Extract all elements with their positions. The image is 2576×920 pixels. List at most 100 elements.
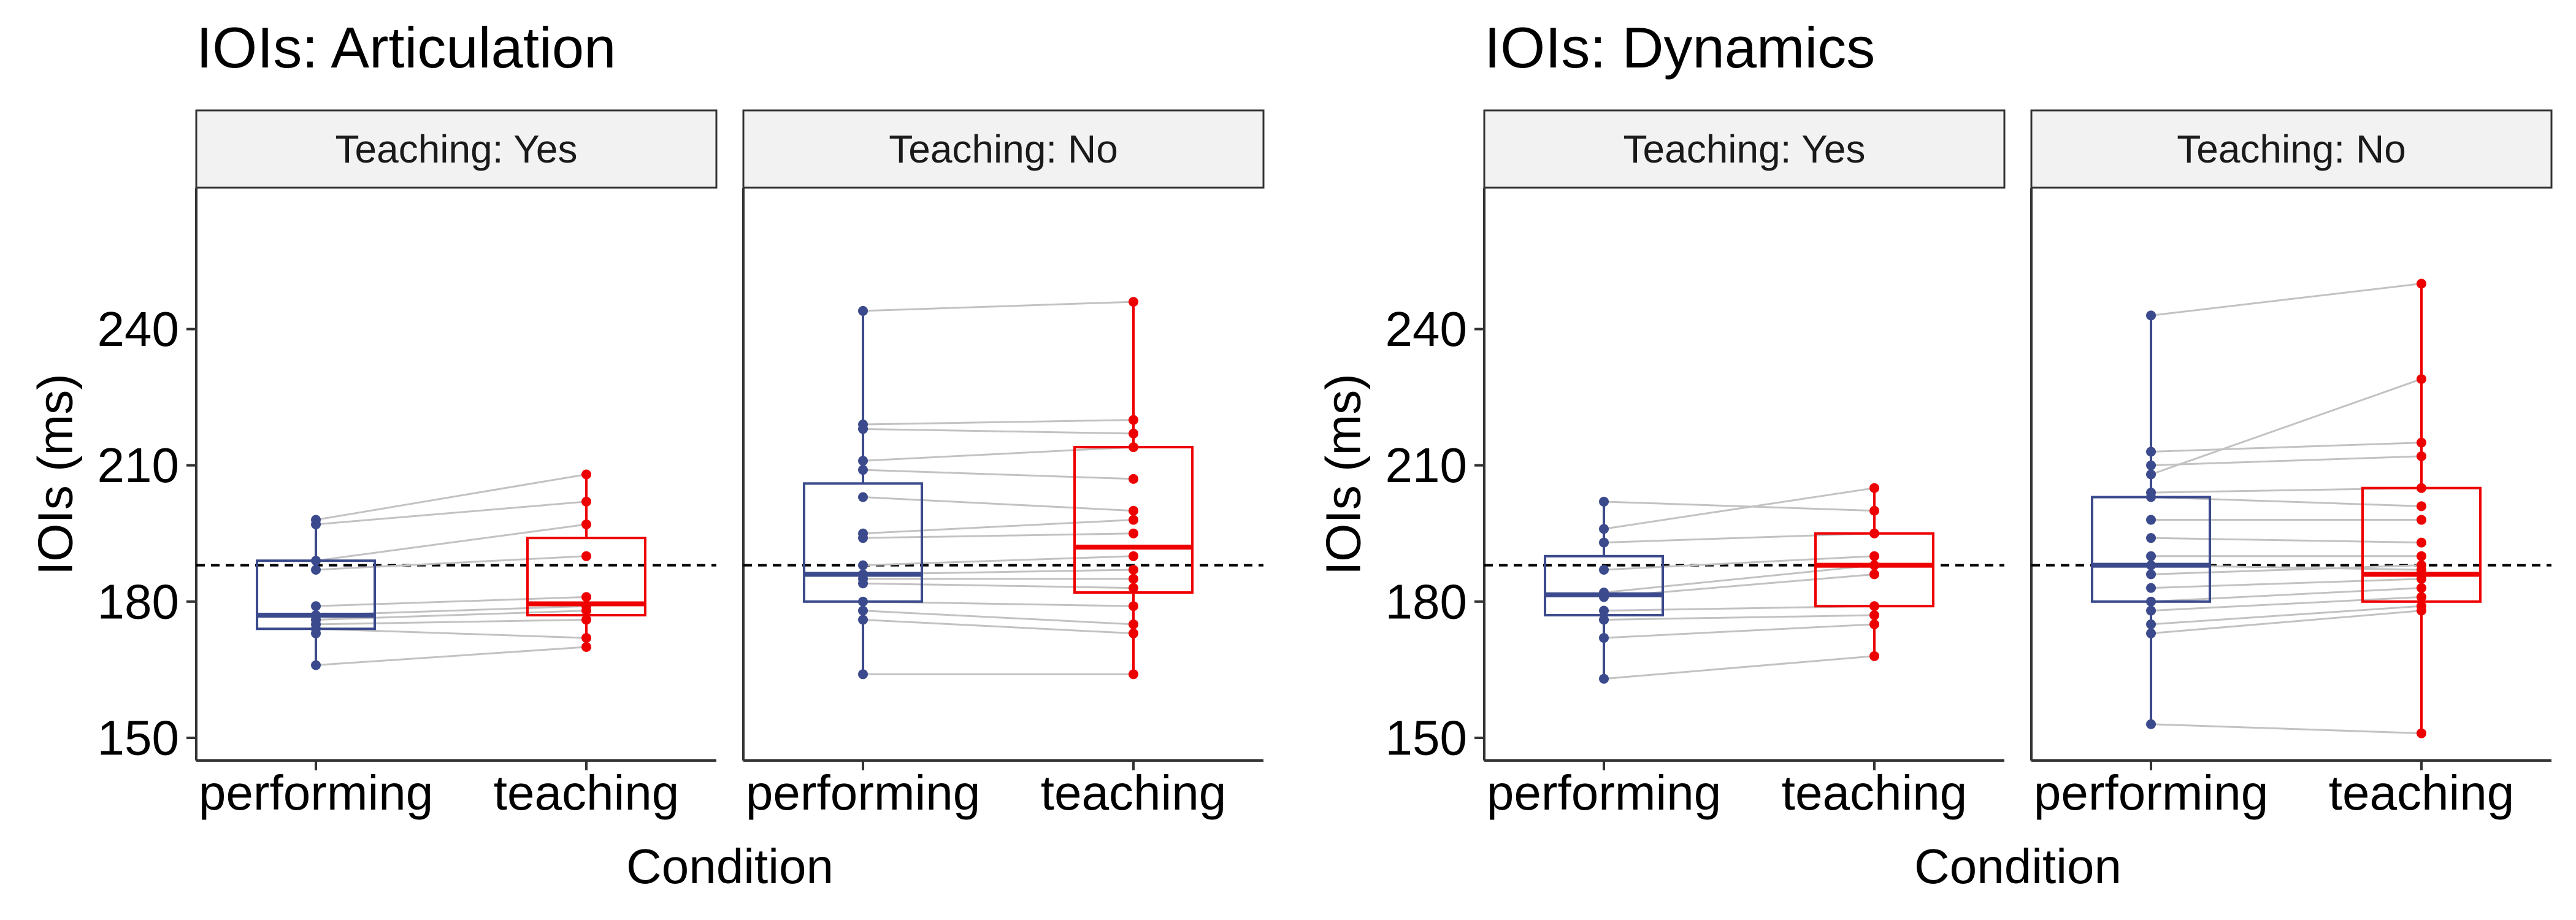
pair-line xyxy=(315,555,587,571)
panel-title: IOIs: Articulation xyxy=(196,15,616,80)
point-performing xyxy=(858,615,868,625)
pair-line xyxy=(863,582,1134,589)
y-axis-title: IOIs (ms) xyxy=(28,374,83,575)
point-performing xyxy=(1599,537,1609,548)
y-tick-label: 240 xyxy=(1386,302,1467,356)
x-tick-label: performing xyxy=(746,765,980,820)
point-teaching xyxy=(2417,565,2426,575)
point-teaching xyxy=(1869,619,1879,629)
point-teaching xyxy=(1129,297,1138,307)
pair-line xyxy=(1603,655,1875,680)
point-performing xyxy=(858,669,868,680)
point-teaching xyxy=(2417,483,2426,493)
point-performing xyxy=(858,578,868,589)
point-performing xyxy=(2146,469,2156,480)
point-performing xyxy=(2146,310,2156,321)
pair-line xyxy=(862,301,1134,312)
facet-teaching-yes: Teaching: Yes performing teaching xyxy=(1483,109,2006,820)
facet-strip xyxy=(2030,109,2553,189)
x-axis-title: Condition xyxy=(626,839,834,894)
point-performing xyxy=(858,596,868,607)
point-performing xyxy=(2146,719,2156,729)
point-teaching xyxy=(1869,551,1879,561)
pair-line xyxy=(315,610,587,621)
point-teaching xyxy=(1869,610,1879,621)
point-performing xyxy=(1599,615,1609,625)
x-tick-label: teaching xyxy=(2329,765,2514,820)
pair-line xyxy=(862,555,1134,567)
point-teaching xyxy=(1869,505,1879,516)
y-tick-label: 240 xyxy=(98,302,179,356)
point-performing xyxy=(2146,605,2156,616)
facet-strip xyxy=(195,109,718,189)
point-teaching xyxy=(2417,605,2426,616)
pair-line xyxy=(1604,614,1875,621)
point-performing xyxy=(1599,673,1609,684)
x-tick-label: performing xyxy=(1487,765,1721,820)
facet-strip-label: Teaching: Yes xyxy=(335,127,578,171)
point-performing xyxy=(2146,628,2156,638)
point-teaching xyxy=(1869,651,1879,661)
point-teaching xyxy=(2417,437,2426,448)
pair-line xyxy=(862,610,1134,626)
point-performing xyxy=(2146,515,2156,525)
point-performing xyxy=(2146,447,2156,457)
pair-line xyxy=(315,627,587,639)
point-performing xyxy=(2146,596,2156,607)
point-teaching xyxy=(1129,515,1138,525)
point-performing xyxy=(1599,633,1609,643)
panel-dynamics: IOIs: Dynamics IOIs (ms) 150 180 210 240 Teach… xyxy=(1316,15,2553,894)
pair-line xyxy=(2150,496,2422,507)
pair-line xyxy=(2150,605,2422,626)
facet-strip xyxy=(742,109,1265,189)
pair-line xyxy=(862,469,1134,480)
pair-line xyxy=(315,646,587,666)
point-performing xyxy=(1599,565,1609,575)
pair-line xyxy=(863,419,1134,426)
point-teaching xyxy=(581,519,591,529)
panel-title: IOIs: Dynamics xyxy=(1484,15,1875,80)
point-teaching xyxy=(2417,515,2426,525)
point-teaching xyxy=(581,496,591,507)
y-tick-label: 210 xyxy=(98,438,179,493)
point-performing xyxy=(2146,551,2156,561)
point-performing xyxy=(1599,605,1609,616)
pair-line xyxy=(2150,587,2422,603)
y-tick-label: 150 xyxy=(98,710,179,765)
pair-line xyxy=(2150,442,2422,453)
pair-line xyxy=(2150,283,2422,316)
point-teaching xyxy=(2417,551,2426,561)
point-performing xyxy=(311,556,321,566)
point-teaching xyxy=(581,642,591,652)
y-tick-label: 180 xyxy=(1386,574,1467,629)
point-teaching xyxy=(2417,592,2426,602)
x-tick-label: teaching xyxy=(494,765,679,820)
point-teaching xyxy=(581,633,591,643)
pair-line xyxy=(2150,596,2422,612)
point-performing xyxy=(2146,560,2156,570)
y-tick-label: 180 xyxy=(98,574,179,629)
pair-line xyxy=(2150,564,2422,575)
point-performing xyxy=(2146,583,2156,593)
point-teaching xyxy=(1129,628,1138,638)
point-performing xyxy=(2146,460,2156,470)
point-performing xyxy=(2146,533,2156,543)
point-performing xyxy=(1599,524,1609,534)
point-teaching xyxy=(1129,442,1138,453)
point-performing xyxy=(311,519,321,529)
point-performing xyxy=(2146,492,2156,502)
point-performing xyxy=(858,456,868,466)
y-axis-title: IOIs (ms) xyxy=(1316,374,1371,575)
point-teaching xyxy=(1129,473,1138,484)
pair-line xyxy=(2150,578,2422,589)
point-performing xyxy=(311,601,321,611)
point-performing xyxy=(1599,496,1609,507)
pair-line xyxy=(863,427,1134,435)
point-teaching xyxy=(2417,501,2426,512)
point-teaching xyxy=(1129,619,1138,629)
facet-teaching-yes: Teaching: Yes performing teaching xyxy=(195,109,718,820)
point-teaching xyxy=(1129,669,1138,680)
x-tick-label: performing xyxy=(2034,765,2268,820)
point-performing xyxy=(2146,569,2156,580)
